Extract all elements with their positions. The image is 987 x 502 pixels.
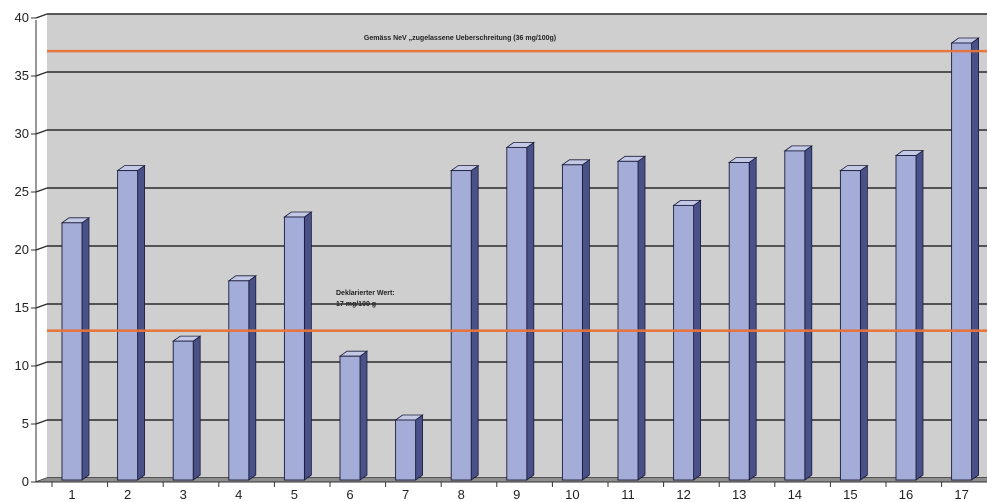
bar-side-4 <box>248 275 257 481</box>
bar-side-17 <box>971 37 979 481</box>
x-tick-label-3: 3 <box>180 487 187 502</box>
bar-front-16 <box>895 155 917 481</box>
y-tick-label-0: 0 <box>22 474 29 489</box>
gridline-side-1 <box>35 419 48 425</box>
bar-front-13 <box>728 162 750 481</box>
bar-side-16 <box>915 149 924 481</box>
bar-front-10 <box>561 164 583 481</box>
gridline-side-3 <box>35 303 48 309</box>
bar-front-3 <box>172 340 194 481</box>
bar-side-8 <box>470 164 479 481</box>
x-tick-label-6: 6 <box>346 487 353 502</box>
y-tick-label-5: 25 <box>15 184 29 199</box>
bar-front-5 <box>283 216 305 481</box>
bar-3 <box>171 335 202 481</box>
bar-side-11 <box>637 155 646 481</box>
bar-side-10 <box>582 159 590 481</box>
bar-front-2 <box>117 170 139 481</box>
bar-side-7 <box>415 414 424 481</box>
bar-11 <box>616 155 647 481</box>
x-tick-label-14: 14 <box>788 487 802 502</box>
x-tick-label-17: 17 <box>954 487 968 502</box>
x-tick-label-9: 9 <box>513 487 520 502</box>
x-tick-label-5: 5 <box>291 487 298 502</box>
y-tick-label-2: 10 <box>15 358 29 373</box>
bar-side-9 <box>526 141 535 481</box>
bar-side-1 <box>81 217 90 481</box>
bar-1 <box>60 217 91 481</box>
x-axis-ticks: 1 2 3 4 5 6 7 8 9 10 11 12 13 14 15 16 17 <box>51 482 969 502</box>
x-tick-label-12: 12 <box>676 487 690 502</box>
bar-front-9 <box>506 146 528 481</box>
bar-side-2 <box>137 164 146 481</box>
bar-2 <box>116 164 146 481</box>
x-tick-label-8: 8 <box>458 487 465 502</box>
x-tick-label-7: 7 <box>402 487 409 502</box>
bar-12 <box>672 199 702 481</box>
y-tick-label-6: 30 <box>15 126 29 141</box>
bar-side-14 <box>804 145 813 481</box>
bar-7 <box>394 414 424 481</box>
y-tick-label-4: 20 <box>15 242 29 257</box>
bar-6 <box>338 350 369 481</box>
x-tick-label-15: 15 <box>843 487 857 502</box>
bar-front-14 <box>784 150 806 481</box>
bar-side-6 <box>359 350 368 481</box>
x-tick-label-16: 16 <box>899 487 913 502</box>
x-tick-label-11: 11 <box>621 487 635 502</box>
bar-5 <box>283 211 313 481</box>
x-tick-label-1: 1 <box>68 487 75 502</box>
gridline-side-4 <box>35 245 48 251</box>
y-tick-label-1: 5 <box>22 416 29 431</box>
x-tick-label-4: 4 <box>235 487 242 502</box>
x-tick-label-13: 13 <box>732 487 746 502</box>
bar-13 <box>727 156 758 481</box>
y-axis-ticks: 0 5 10 15 20 25 30 35 40 <box>15 10 36 489</box>
bar-9 <box>505 141 536 481</box>
bar-4 <box>227 275 258 481</box>
upper-reference-label: Gemäss NeV „zugelassene Ueberschreitung … <box>364 35 556 42</box>
bar-front-11 <box>617 160 639 481</box>
gridline-side-7 <box>35 71 48 77</box>
bar-side-5 <box>303 211 312 481</box>
bar-front-17 <box>951 42 973 481</box>
bar-side-12 <box>693 199 701 481</box>
y-tick-label-8: 40 <box>15 10 29 25</box>
bar-front-7 <box>395 419 417 481</box>
declared-value-label-line1: Deklarierter Wert: <box>336 290 395 297</box>
y-tick-label-7: 35 <box>15 68 29 83</box>
gridline-side-5 <box>35 187 48 193</box>
bar-front-6 <box>339 355 361 481</box>
bar-front-8 <box>450 170 472 481</box>
bar-8 <box>449 164 480 481</box>
y-tick-label-3: 15 <box>15 300 29 315</box>
declared-value-label-line2: 17 mg/100 g <box>336 301 376 308</box>
reference-lines <box>47 49 987 332</box>
gridline-side-6 <box>35 129 48 135</box>
bar-side-3 <box>192 335 201 481</box>
bar-16 <box>894 149 925 481</box>
bar-front-4 <box>228 280 250 481</box>
bar-side-13 <box>748 156 757 481</box>
gridline-side-2 <box>35 361 48 367</box>
bar-front-15 <box>839 170 861 481</box>
x-tick-label-10: 10 <box>565 487 579 502</box>
bar-14 <box>783 145 814 481</box>
bar-front-1 <box>61 222 83 481</box>
bar-side-15 <box>860 164 868 481</box>
bars <box>60 37 980 481</box>
gridline-side-8 <box>35 13 48 19</box>
bar-15 <box>839 164 869 481</box>
bar-front-12 <box>673 204 695 481</box>
x-tick-label-2: 2 <box>124 487 131 502</box>
bar-17 <box>950 37 980 481</box>
bar-10 <box>561 159 591 481</box>
